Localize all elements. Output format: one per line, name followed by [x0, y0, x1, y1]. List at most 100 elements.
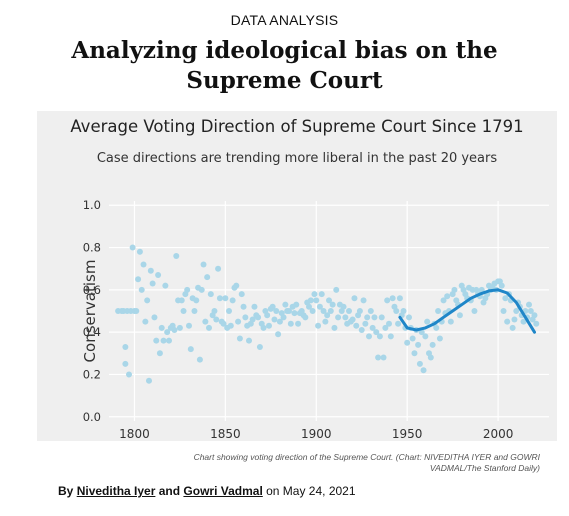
data-point [275, 331, 282, 338]
data-point [147, 267, 154, 274]
data-point [322, 318, 329, 325]
caption-line-2: VADMAL/The Stanford Daily) [429, 463, 540, 473]
data-point [144, 297, 151, 304]
x-tick-label: 1900 [301, 427, 332, 441]
data-point [389, 295, 396, 302]
data-point [520, 318, 527, 325]
data-point [387, 333, 394, 340]
data-point [415, 341, 422, 348]
data-point [140, 261, 147, 268]
author-link-2[interactable]: Gowri Vadmal [183, 484, 263, 498]
data-point [193, 297, 200, 304]
data-point [246, 337, 252, 344]
data-point [133, 308, 140, 314]
data-point [369, 324, 376, 331]
data-point [266, 322, 272, 329]
data-point [138, 286, 145, 293]
headline-line-1: Analyzing ideological bias on the [71, 37, 498, 64]
data-point [215, 265, 222, 272]
data-point [207, 291, 214, 298]
data-point [187, 346, 194, 353]
data-point [331, 324, 338, 331]
data-point [424, 318, 431, 325]
author-link-1[interactable]: Niveditha Iyer [76, 484, 156, 498]
data-point [400, 308, 407, 314]
data-point [180, 308, 187, 314]
data-point [509, 324, 516, 331]
data-point [126, 371, 132, 378]
data-point [429, 341, 436, 348]
data-point [375, 354, 382, 361]
y-tick-label: 1.0 [83, 198, 101, 212]
data-point [238, 291, 245, 298]
data-point [264, 312, 271, 319]
y-tick-label: 0.8 [83, 241, 101, 255]
section-label[interactable]: DATA ANALYSIS [230, 12, 339, 28]
data-point [198, 286, 205, 293]
data-point [220, 320, 227, 327]
data-point [396, 295, 403, 302]
data-point [329, 301, 336, 308]
data-point [353, 322, 360, 329]
data-point [386, 320, 392, 327]
data-point [422, 333, 429, 340]
data-point [404, 339, 411, 346]
data-point [307, 297, 314, 304]
data-point [435, 308, 442, 314]
data-point [280, 314, 287, 321]
data-point [200, 261, 207, 268]
data-point [173, 253, 180, 259]
data-point [393, 308, 400, 314]
x-tick-label: 1950 [392, 427, 423, 441]
data-point [204, 274, 211, 281]
data-point [216, 295, 223, 302]
byline: By Niveditha Iyer and Gowri Vadmal on Ma… [58, 484, 356, 498]
data-point [498, 282, 505, 289]
data-point [362, 320, 369, 327]
data-point [291, 310, 298, 317]
data-point [236, 335, 243, 342]
data-point [380, 354, 387, 361]
data-point [367, 308, 374, 314]
trend-line [398, 288, 536, 334]
data-point [233, 282, 240, 289]
data-point [371, 314, 378, 321]
article-headline: Analyzing ideological bias on the Suprem… [40, 36, 529, 96]
data-point [293, 301, 300, 308]
data-point [156, 350, 163, 357]
data-point [229, 297, 236, 304]
data-point [271, 316, 278, 323]
data-point [302, 314, 309, 321]
chart-caption: Chart showing voting direction of the Su… [60, 452, 540, 474]
data-point [456, 312, 463, 319]
data-point [171, 327, 178, 334]
x-tick-label: 2000 [483, 427, 514, 441]
data-point [502, 295, 509, 302]
data-point [135, 276, 142, 283]
data-point [226, 308, 232, 314]
data-point [376, 333, 383, 340]
data-point [349, 316, 356, 323]
data-point [136, 248, 143, 255]
y-tick-label: 0.4 [83, 325, 101, 339]
data-point [235, 318, 242, 325]
data-point [436, 335, 443, 342]
data-point [346, 308, 352, 314]
data-point [178, 297, 185, 304]
data-point [511, 316, 518, 323]
data-point [366, 333, 372, 340]
data-point [360, 297, 367, 304]
data-point [420, 367, 427, 374]
data-point [176, 324, 183, 331]
data-point [409, 335, 416, 342]
data-point [255, 314, 262, 321]
data-point [340, 303, 347, 310]
y-axis-label: Conservatism [81, 260, 99, 363]
data-point [240, 303, 247, 310]
data-point [164, 329, 171, 336]
caption-line-1: Chart showing voting direction of the Su… [193, 452, 540, 462]
data-point [155, 272, 162, 279]
data-point [287, 320, 294, 327]
byline-and: and [158, 484, 181, 498]
data-point [313, 297, 320, 304]
